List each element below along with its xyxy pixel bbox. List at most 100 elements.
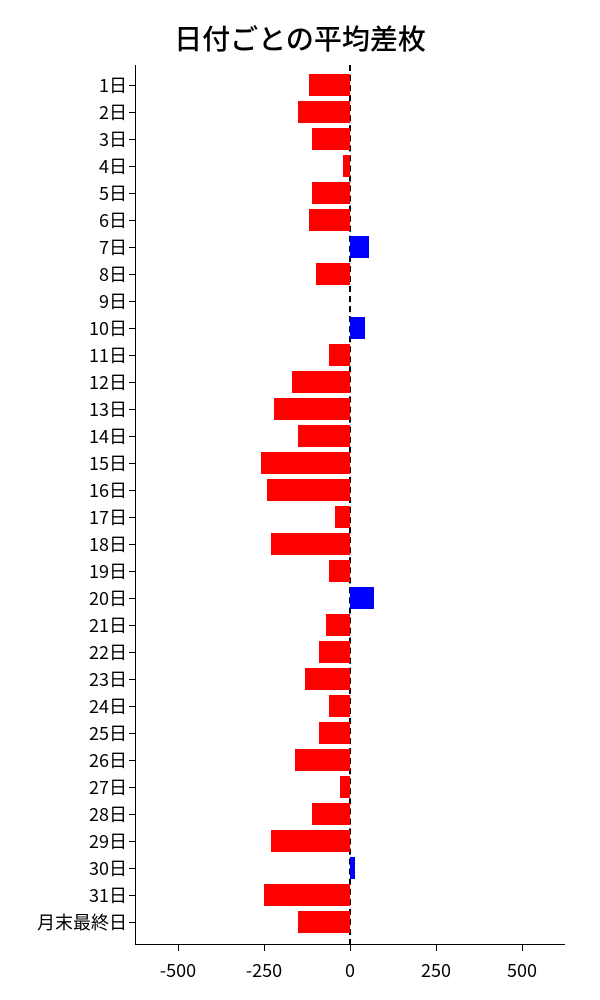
chart-container: 日付ごとの平均差枚 -500 -250 0 250 500 1日 2日 3日 4日 5日 6日 7日 8… bbox=[0, 0, 600, 1000]
bar bbox=[319, 641, 350, 663]
y-tick bbox=[129, 598, 135, 599]
y-tick bbox=[129, 571, 135, 572]
y-tick bbox=[129, 625, 135, 626]
x-tick bbox=[178, 945, 179, 951]
chart-title: 日付ごとの平均差枚 bbox=[0, 18, 600, 58]
bar bbox=[312, 128, 350, 150]
y-axis-label: 31日 bbox=[89, 886, 127, 904]
y-axis-label: 24日 bbox=[89, 697, 127, 715]
y-tick bbox=[129, 544, 135, 545]
bar bbox=[298, 911, 350, 933]
y-axis-label: 16日 bbox=[89, 481, 127, 499]
y-tick bbox=[129, 328, 135, 329]
y-axis-label: 月末最終日 bbox=[37, 913, 127, 931]
x-axis-label: 0 bbox=[345, 957, 355, 983]
x-tick bbox=[436, 945, 437, 951]
y-tick bbox=[129, 922, 135, 923]
y-tick bbox=[129, 463, 135, 464]
x-axis-label: -500 bbox=[160, 957, 196, 983]
x-tick bbox=[264, 945, 265, 951]
y-tick bbox=[129, 382, 135, 383]
bar bbox=[264, 884, 350, 906]
x-axis-label: 500 bbox=[507, 957, 537, 983]
y-tick bbox=[129, 220, 135, 221]
y-tick bbox=[129, 193, 135, 194]
y-tick bbox=[129, 868, 135, 869]
bar bbox=[335, 506, 350, 528]
y-axis-label: 9日 bbox=[99, 292, 127, 310]
y-axis-label: 12日 bbox=[89, 373, 127, 391]
y-tick bbox=[129, 679, 135, 680]
y-tick bbox=[129, 490, 135, 491]
bar bbox=[309, 74, 350, 96]
bar bbox=[350, 587, 374, 609]
bar bbox=[350, 317, 365, 339]
bar bbox=[271, 533, 350, 555]
bar bbox=[298, 425, 350, 447]
y-axis-label: 19日 bbox=[89, 562, 127, 580]
y-tick bbox=[129, 247, 135, 248]
x-axis-label: -250 bbox=[246, 957, 282, 983]
bar bbox=[329, 560, 350, 582]
y-axis-label: 15日 bbox=[89, 454, 127, 472]
x-tick bbox=[350, 945, 351, 951]
y-axis-label: 20日 bbox=[89, 589, 127, 607]
y-axis-label: 28日 bbox=[89, 805, 127, 823]
y-tick bbox=[129, 652, 135, 653]
y-axis-label: 26日 bbox=[89, 751, 127, 769]
y-axis-label: 6日 bbox=[99, 211, 127, 229]
y-tick bbox=[129, 760, 135, 761]
y-tick bbox=[129, 814, 135, 815]
y-tick bbox=[129, 139, 135, 140]
y-axis-label: 18日 bbox=[89, 535, 127, 553]
x-tick bbox=[522, 945, 523, 951]
bar bbox=[343, 155, 350, 177]
y-tick bbox=[129, 301, 135, 302]
y-axis-label: 1日 bbox=[99, 76, 127, 94]
y-axis-line bbox=[135, 65, 136, 945]
y-axis-label: 14日 bbox=[89, 427, 127, 445]
bar bbox=[329, 695, 350, 717]
bar bbox=[319, 722, 350, 744]
y-axis-label: 29日 bbox=[89, 832, 127, 850]
bar bbox=[274, 398, 350, 420]
y-tick bbox=[129, 166, 135, 167]
y-axis-label: 11日 bbox=[89, 346, 127, 364]
y-tick bbox=[129, 517, 135, 518]
y-axis-label: 2日 bbox=[99, 103, 127, 121]
y-axis-label: 4日 bbox=[99, 157, 127, 175]
y-tick bbox=[129, 841, 135, 842]
bar bbox=[350, 857, 355, 879]
bar bbox=[295, 749, 350, 771]
y-axis-label: 5日 bbox=[99, 184, 127, 202]
bar bbox=[312, 803, 350, 825]
y-axis-label: 23日 bbox=[89, 670, 127, 688]
y-tick bbox=[129, 733, 135, 734]
bar bbox=[261, 452, 350, 474]
bar bbox=[267, 479, 350, 501]
bar bbox=[309, 209, 350, 231]
y-tick bbox=[129, 895, 135, 896]
y-tick bbox=[129, 355, 135, 356]
y-axis-label: 7日 bbox=[99, 238, 127, 256]
y-axis-label: 8日 bbox=[99, 265, 127, 283]
y-tick bbox=[129, 706, 135, 707]
y-axis-label: 17日 bbox=[89, 508, 127, 526]
bar bbox=[292, 371, 350, 393]
bar bbox=[340, 776, 350, 798]
bar bbox=[316, 263, 350, 285]
x-axis-label: 250 bbox=[421, 957, 451, 983]
y-axis-label: 25日 bbox=[89, 724, 127, 742]
y-axis-label: 30日 bbox=[89, 859, 127, 877]
y-tick bbox=[129, 787, 135, 788]
y-axis-label: 3日 bbox=[99, 130, 127, 148]
bar bbox=[298, 101, 350, 123]
y-axis-label: 22日 bbox=[89, 643, 127, 661]
bar bbox=[329, 344, 350, 366]
y-axis-label: 27日 bbox=[89, 778, 127, 796]
y-tick bbox=[129, 409, 135, 410]
y-axis-label: 13日 bbox=[89, 400, 127, 418]
y-axis-label: 21日 bbox=[89, 616, 127, 634]
bar bbox=[350, 236, 369, 258]
y-tick bbox=[129, 274, 135, 275]
